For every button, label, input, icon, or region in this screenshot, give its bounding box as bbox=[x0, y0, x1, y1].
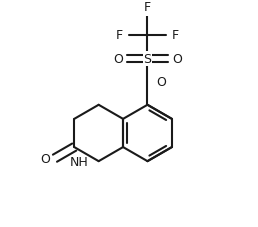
Text: NH: NH bbox=[69, 155, 88, 168]
Text: F: F bbox=[172, 29, 179, 42]
Text: O: O bbox=[40, 152, 50, 165]
Text: F: F bbox=[116, 29, 123, 42]
Text: O: O bbox=[172, 53, 182, 66]
Text: O: O bbox=[156, 76, 166, 89]
Text: S: S bbox=[143, 53, 151, 66]
Text: F: F bbox=[144, 1, 151, 14]
Text: O: O bbox=[113, 53, 123, 66]
